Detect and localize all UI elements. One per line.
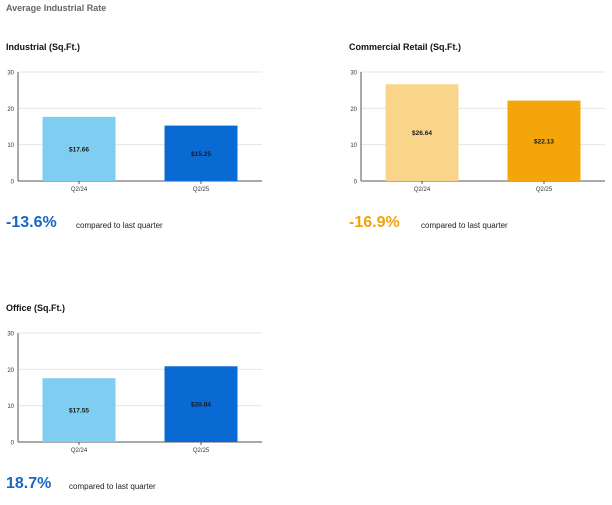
- change-label: compared to last quarter: [421, 221, 508, 230]
- y-tick-label: 30: [7, 71, 14, 77]
- x-tick-label: Q2/25: [193, 448, 210, 454]
- bar: [164, 125, 238, 181]
- change-value: -13.6%: [6, 214, 57, 231]
- bar-chart-commercial-retail: 0 10 20 30 $26.64 Q2/24 $22.13 Q2/25: [350, 71, 605, 193]
- bar: [507, 100, 581, 181]
- x-tick-label: Q2/24: [414, 187, 431, 193]
- page-title: Average Industrial Rate: [6, 3, 107, 13]
- data-label: $17.55: [69, 408, 89, 415]
- change-label: compared to last quarter: [69, 482, 156, 491]
- chart-panel-industrial: Industrial (Sq.Ft.) 0 10 20 30 $17.66 Q2/24 $1…: [6, 42, 276, 242]
- y-tick-label: 20: [7, 107, 14, 113]
- y-tick-label: 0: [354, 180, 358, 186]
- y-tick-label: 30: [7, 332, 14, 338]
- y-tick-label: 10: [7, 404, 14, 410]
- data-label: $22.13: [534, 138, 554, 145]
- bar-chart-office: 0 10 20 30 $17.55 Q2/24 $20.84 Q2/25: [7, 332, 262, 454]
- x-tick-label: Q2/24: [71, 187, 88, 193]
- data-label: $20.84: [191, 402, 211, 409]
- x-tick-label: Q2/25: [536, 187, 553, 193]
- y-tick-label: 20: [7, 368, 14, 374]
- data-label: $17.66: [69, 146, 89, 153]
- bar-chart-industrial: 0 10 20 30 $17.66 Q2/24 $15.25 Q2/25: [7, 71, 262, 193]
- bar: [164, 366, 238, 442]
- data-label: $15.25: [191, 151, 211, 158]
- y-tick-label: 0: [11, 180, 15, 186]
- y-tick-label: 10: [7, 143, 14, 149]
- chart-title: Commercial Retail (Sq.Ft.): [349, 42, 462, 52]
- chart-title: Industrial (Sq.Ft.): [6, 42, 80, 52]
- change-value: 18.7%: [6, 475, 52, 492]
- x-tick-label: Q2/25: [193, 187, 210, 193]
- x-tick-label: Q2/24: [71, 448, 88, 454]
- bar: [385, 84, 459, 181]
- y-tick-label: 30: [350, 71, 357, 77]
- y-tick-label: 10: [350, 143, 357, 149]
- data-label: $26.64: [412, 130, 432, 137]
- chart-panel-commercial-retail: Commercial Retail (Sq.Ft.) 0 10 20 30 $26.64…: [349, 42, 612, 242]
- y-tick-label: 0: [11, 441, 15, 447]
- bar: [42, 116, 116, 181]
- chart-title: Office (Sq.Ft.): [6, 303, 65, 313]
- change-value: -16.9%: [349, 214, 400, 231]
- change-label: compared to last quarter: [76, 221, 163, 230]
- y-tick-label: 20: [350, 107, 357, 113]
- chart-panel-office: Office (Sq.Ft.) 0 10 20 30 $17.55 Q2/24 $20.84…: [6, 303, 276, 503]
- bar: [42, 378, 116, 442]
